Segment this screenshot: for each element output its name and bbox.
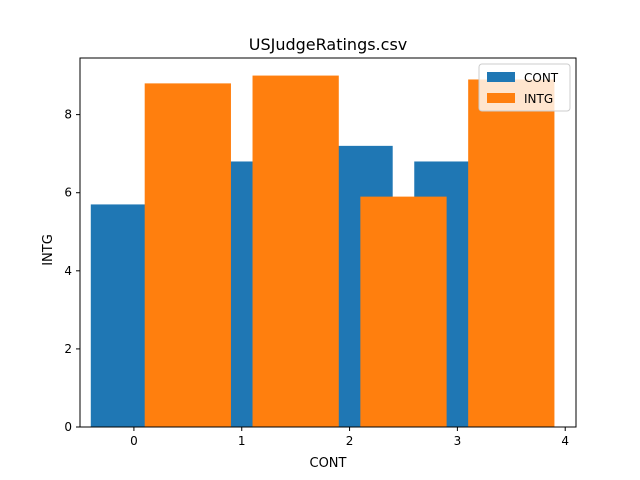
legend-label-intg: INTG — [524, 92, 553, 106]
y-axis-label: INTG — [41, 234, 56, 266]
bar-intg-3 — [468, 79, 555, 427]
bar-intg-2 — [360, 196, 447, 427]
bar-intg-0 — [144, 83, 231, 427]
y-tick-label: 6 — [64, 186, 72, 200]
y-tick-label: 0 — [64, 420, 72, 434]
legend-swatch-intg — [487, 93, 515, 103]
axes-layer: 0 1 2 3 4 0 2 4 6 8 — [64, 57, 577, 448]
x-tick-label: 3 — [454, 434, 462, 448]
bars-layer — [90, 75, 555, 428]
legend: CONT INTG — [478, 63, 571, 112]
legend-label-cont: CONT — [524, 71, 559, 85]
x-tick-label: 4 — [561, 434, 569, 448]
x-axis-label: CONT — [310, 456, 347, 471]
y-tick-label: 8 — [64, 108, 72, 122]
bar-intg-1 — [252, 75, 339, 428]
y-tick-label: 4 — [64, 264, 72, 278]
chart-title: USJudgeRatings.csv — [249, 35, 408, 54]
x-tick-label: 1 — [238, 434, 246, 448]
legend-swatch-cont — [487, 72, 515, 82]
x-tick-label: 2 — [346, 434, 354, 448]
plot-frame — [79, 57, 577, 428]
y-tick-label: 2 — [64, 342, 72, 356]
x-tick-label: 0 — [130, 434, 138, 448]
